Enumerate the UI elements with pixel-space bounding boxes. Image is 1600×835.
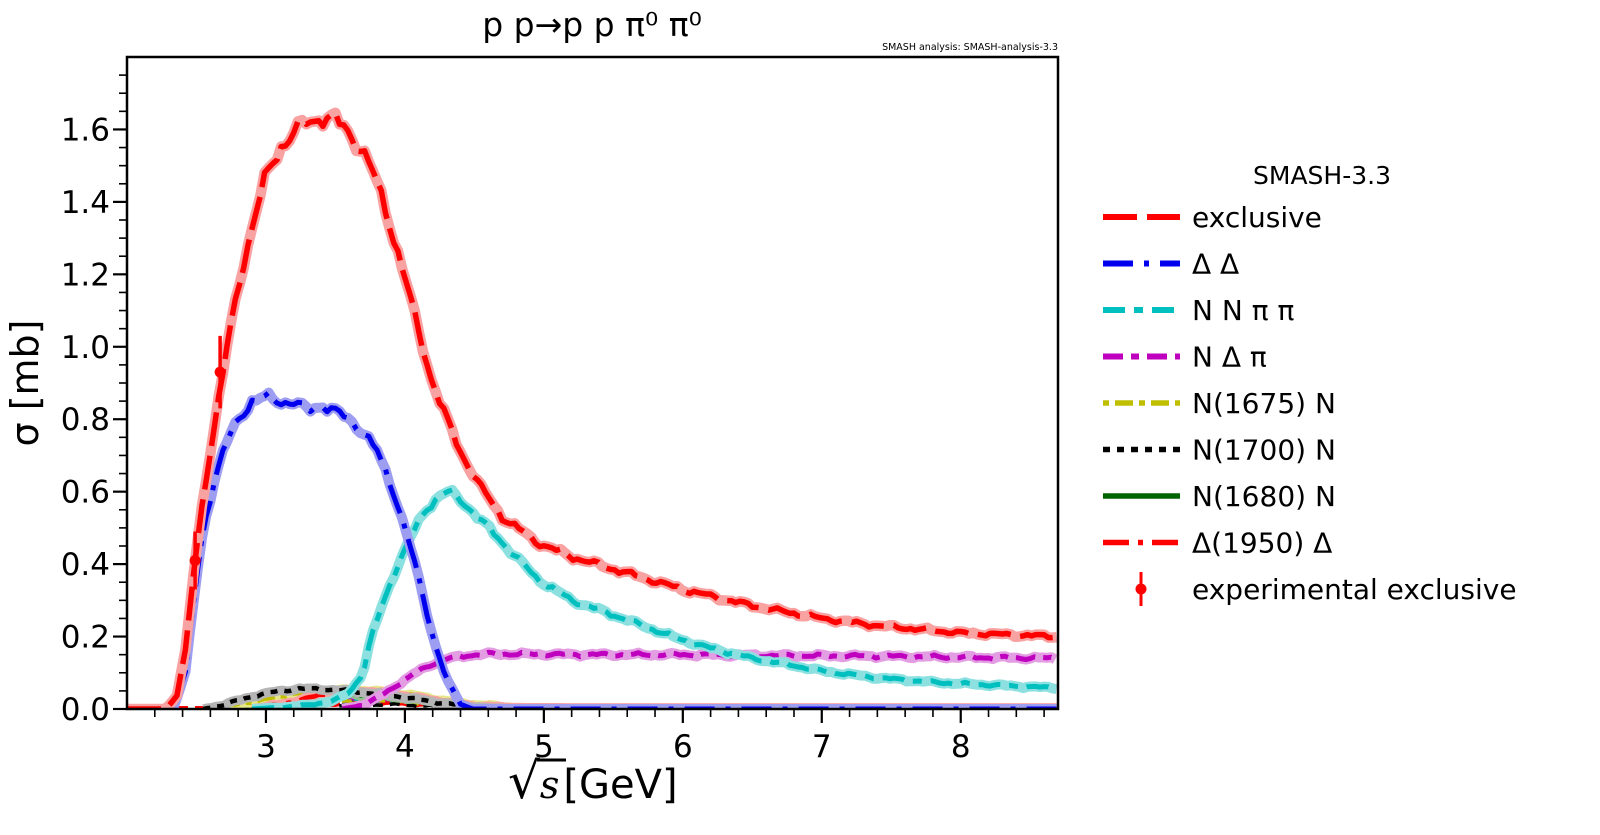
x-tick-label: 5 [534,729,554,765]
legend-label: N N π π [1192,294,1294,327]
y-tick-label: 0.4 [61,547,110,583]
experimental-marker [214,366,226,378]
series-curve-n-delta-pi [341,649,1057,709]
x-tick-label: 3 [256,729,276,765]
x-tick-label: 4 [395,729,415,765]
x-tick-label: 6 [673,729,693,765]
legend-entry-nn-pipi: N N π π [1103,294,1294,327]
legend-experimental-marker [1135,583,1147,595]
legend-label: N(1675) N [1192,387,1336,420]
series-band-nn-pipi [251,484,1058,709]
x-axis-unit: [GeV] [563,762,677,808]
plot-area: 3 4 5 6 7 8 0.0 0.2 0.4 0.6 0.8 1.0 1.2 1.4 1.6 exclusi… [61,55,1517,765]
legend-label: Δ(1950) Δ [1192,527,1332,560]
y-tick-label: 0.2 [61,620,110,656]
y-tick-label: 0.0 [61,692,110,728]
legend-label: Δ Δ [1192,248,1239,281]
legend-entry-n1680-n: N(1680) N [1103,480,1336,513]
y-tick-label: 0.8 [61,402,110,438]
legend-entry-n1675-n: N(1675) N [1103,387,1336,420]
curves-layer [127,107,1058,709]
x-tick-label: 8 [951,729,971,765]
series-curve-exclusive [127,110,1057,709]
legend: exclusive Δ Δ N N π π N Δ π N(1675) N N(1700)… [1103,201,1517,606]
y-tick-label: 1.6 [61,112,110,148]
legend-label: experimental exclusive [1192,573,1517,606]
axes-ticks: 3 4 5 6 7 8 0.0 0.2 0.4 0.6 0.8 1.0 1.2 1.4 1.6 [61,74,1045,765]
series-band-exclusive [127,107,1058,709]
x-tick-label: 7 [812,729,832,765]
legend-label: N(1680) N [1192,480,1336,513]
watermark: SMASH analysis: SMASH-analysis-3.3 [882,42,1058,53]
y-axis-label: σ [mb] [3,320,47,447]
legend-label: exclusive [1192,201,1322,234]
x-axis-label: √s [GeV] [508,752,678,810]
chart-title: p p→p p π⁰ π⁰ [482,5,702,44]
y-tick-label: 1.2 [61,257,110,293]
plot-frame [125,55,1060,711]
legend-entry-n1700-n: N(1700) N [1103,434,1336,467]
legend-label: N Δ π [1192,341,1267,374]
y-tick-label: 1.4 [61,185,110,221]
legend-entry-exclusive: exclusive [1103,201,1322,234]
series-curve-delta-delta [127,390,1057,709]
series-curve-nn-pipi [251,487,1058,709]
legend-entry-n-delta-pi: N Δ π [1103,341,1267,374]
legend-entry-delta-delta: Δ Δ [1103,248,1239,281]
experimental-marker [189,554,201,566]
legend-label: N(1700) N [1192,434,1336,467]
legend-title: SMASH-3.3 [1253,161,1391,190]
experimental-points [189,335,226,590]
sqrt-radical-glyph: √ [508,752,540,810]
legend-entry-delta1950-delta: Δ(1950) Δ [1103,527,1332,560]
y-tick-label: 0.6 [61,475,110,511]
y-tick-label: 1.0 [61,330,110,366]
sqrt-argument: s [540,763,560,807]
legend-entry-experimental: experimental exclusive [1135,572,1517,606]
